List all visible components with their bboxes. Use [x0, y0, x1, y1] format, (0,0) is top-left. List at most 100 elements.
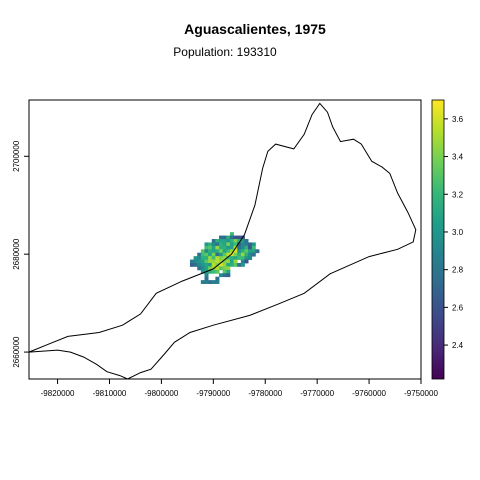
raster-cell [215, 249, 220, 254]
raster-cell [229, 232, 234, 236]
colorbar-legend: 2.4 2.6 2.8 3.0 3.2 3.4 3.6 [431, 99, 464, 380]
raster-cell [200, 249, 205, 254]
raster-cell [200, 266, 205, 271]
raster-cell [219, 273, 224, 278]
raster-cell [200, 259, 205, 264]
raster-cell [208, 262, 213, 267]
raster-cell [215, 276, 220, 281]
raster-cell [226, 249, 231, 254]
raster-cell [226, 259, 231, 264]
raster-cell [219, 235, 224, 240]
raster-cell [237, 242, 242, 247]
raster-cell [219, 239, 224, 243]
raster-cell [215, 252, 220, 257]
raster-cell [197, 252, 202, 257]
raster-cell [226, 239, 231, 243]
raster-cell [229, 242, 234, 247]
y-axis: 2660000 2680000 2700000 [12, 140, 29, 368]
raster-cell [240, 256, 245, 260]
raster-cell [204, 245, 209, 250]
raster-cell [211, 252, 216, 257]
raster-cell [226, 242, 231, 247]
x-tick-label: -9760000 [352, 389, 386, 398]
raster-cell [229, 252, 234, 257]
raster-cell [204, 273, 209, 278]
raster-cell [233, 242, 238, 247]
raster-cell [237, 235, 242, 240]
raster-cell [204, 252, 209, 257]
raster-cell [248, 252, 253, 257]
raster-cell [237, 249, 242, 254]
y-tick-label: 2700000 [12, 140, 21, 172]
colorbar-tick-label: 2.6 [452, 303, 464, 312]
colorbar-tick-label: 2.8 [452, 266, 464, 275]
raster-cell [208, 269, 213, 274]
raster-cell [222, 242, 227, 247]
x-tick-label: -9800000 [144, 389, 178, 398]
colorbar-tick-label: 3.4 [452, 153, 464, 162]
raster-cell [251, 252, 256, 257]
raster-cell [219, 259, 224, 264]
raster-cell [226, 252, 231, 257]
raster-cell [215, 242, 220, 247]
raster-cell [211, 269, 216, 274]
raster-cell [208, 259, 213, 264]
raster-cell [255, 249, 260, 254]
raster-cell [215, 262, 220, 267]
raster-cell [229, 239, 234, 243]
raster-cell [222, 259, 227, 264]
raster-cell [226, 273, 231, 278]
raster-cell [237, 252, 242, 257]
raster-cell [208, 280, 213, 284]
raster-cell [222, 262, 227, 267]
raster-cell [215, 259, 220, 264]
raster-cell [200, 269, 205, 274]
raster-cell [211, 245, 216, 250]
colorbar-tick-label: 2.4 [452, 341, 464, 350]
raster-cell [240, 239, 245, 243]
raster-cell [233, 235, 238, 240]
raster-cell [222, 235, 227, 240]
raster-cell [200, 256, 205, 260]
raster-cell [222, 239, 227, 243]
x-tick-label: -9790000 [196, 389, 230, 398]
raster-cell [219, 249, 224, 254]
raster-cell [197, 262, 202, 267]
raster-cell [248, 245, 253, 250]
raster-cell [226, 269, 231, 274]
raster-cell [229, 249, 234, 254]
raster-cell [248, 249, 253, 254]
raster-cell [219, 266, 224, 271]
raster-cell [233, 262, 238, 267]
raster-cell [240, 245, 245, 250]
raster-cell [215, 239, 220, 243]
raster-cell [233, 239, 238, 243]
raster-cell [244, 252, 249, 257]
raster-cell [222, 252, 227, 257]
raster-cell [197, 256, 202, 260]
raster-cell [244, 259, 249, 264]
raster-cell [219, 245, 224, 250]
raster-cell [240, 259, 245, 264]
raster-cell [219, 262, 224, 267]
raster-cell [204, 276, 209, 281]
raster-cell [226, 256, 231, 260]
colorbar-tick-label: 3.2 [452, 190, 464, 199]
x-tick-label: -9820000 [41, 389, 75, 398]
raster-cell [193, 259, 198, 264]
raster-cell [204, 262, 209, 267]
raster-cell [240, 249, 245, 254]
raster-cell [208, 245, 213, 250]
y-tick-label: 2660000 [12, 336, 21, 368]
raster-cell [193, 256, 198, 260]
raster-cell [240, 242, 245, 247]
raster-cell [251, 242, 256, 247]
raster-cell [222, 249, 227, 254]
raster-cell [219, 256, 224, 260]
raster-cell [208, 252, 213, 257]
raster-cell [189, 262, 194, 267]
raster-cell [237, 256, 242, 260]
raster-cell [251, 245, 256, 250]
raster-cell [197, 259, 202, 264]
